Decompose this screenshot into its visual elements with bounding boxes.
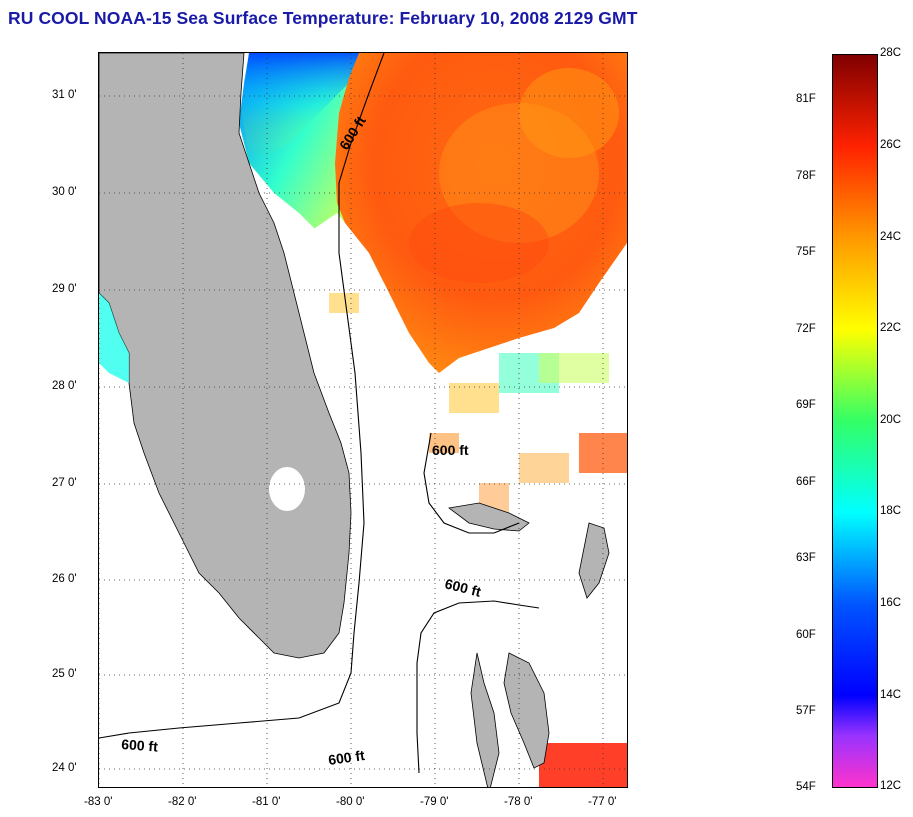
colorbar-celsius-label: 26C bbox=[880, 139, 902, 151]
gulf-of-mexico-water bbox=[99, 293, 129, 383]
bahamas-land bbox=[503, 652, 550, 769]
bahamas-land bbox=[578, 522, 610, 599]
longitude-label: -78 0' bbox=[504, 796, 533, 808]
colorbar-celsius-label: 20C bbox=[880, 414, 902, 426]
lake-okeechobee bbox=[269, 467, 305, 511]
map-title: RU COOL NOAA-15 Sea Surface Temperature:… bbox=[8, 8, 638, 28]
contour-label: 600 ft bbox=[121, 736, 159, 755]
longitude-label: -82 0' bbox=[168, 796, 197, 808]
sst-map: 600 ft 600 ft 600 ft 600 ft 600 ft bbox=[98, 52, 628, 788]
colorbar-fahrenheit-label: 69F bbox=[796, 399, 816, 411]
sst-cold-nearshore bbox=[241, 53, 359, 158]
lat-lon-grid bbox=[99, 53, 627, 787]
latitude-label: 29 0' bbox=[52, 283, 77, 295]
colorbar-fahrenheit-label: 60F bbox=[796, 629, 816, 641]
bahamas-land bbox=[448, 502, 530, 532]
latitude-label: 24 0' bbox=[52, 762, 77, 774]
latitude-label: 31 0' bbox=[52, 89, 77, 101]
longitude-label: -83 0' bbox=[84, 796, 113, 808]
colorbar-fahrenheit-label: 63F bbox=[796, 552, 816, 564]
contour-label: 600 ft bbox=[327, 747, 366, 768]
longitude-label: -79 0' bbox=[420, 796, 449, 808]
colorbar-fahrenheit-label: 75F bbox=[796, 246, 816, 258]
colorbar-celsius-label: 16C bbox=[880, 597, 902, 609]
latitude-label: 28 0' bbox=[52, 380, 77, 392]
colorbar-fahrenheit-label: 54F bbox=[796, 781, 816, 793]
colorbar-celsius-label: 24C bbox=[880, 231, 902, 243]
colorbar-fahrenheit-label: 78F bbox=[796, 170, 816, 182]
longitude-label: -77 0' bbox=[588, 796, 617, 808]
temperature-colorbar bbox=[832, 54, 878, 788]
latitude-label: 26 0' bbox=[52, 573, 77, 585]
longitude-label: -80 0' bbox=[336, 796, 365, 808]
colorbar-celsius-label: 28C bbox=[880, 47, 902, 59]
latitude-label: 27 0' bbox=[52, 477, 77, 489]
colorbar-fahrenheit-label: 66F bbox=[796, 476, 816, 488]
colorbar-fahrenheit-label: 57F bbox=[796, 705, 816, 717]
colorbar-celsius-label: 22C bbox=[880, 322, 902, 334]
sst-eddy bbox=[409, 203, 549, 283]
longitude-label: -81 0' bbox=[252, 796, 281, 808]
colorbar-celsius-label: 18C bbox=[880, 505, 902, 517]
latitude-label: 30 0' bbox=[52, 186, 77, 198]
colorbar-celsius-label: 12C bbox=[880, 780, 902, 792]
isobath-600ft bbox=[99, 53, 540, 774]
colorbar-celsius-label: 14C bbox=[880, 689, 902, 701]
bahamas-land bbox=[470, 652, 500, 787]
colorbar-fahrenheit-label: 81F bbox=[796, 93, 816, 105]
colorbar-fahrenheit-label: 72F bbox=[796, 323, 816, 335]
contour-label: 600 ft bbox=[432, 442, 469, 458]
sst-map-canvas: 600 ft 600 ft 600 ft 600 ft 600 ft bbox=[99, 53, 627, 787]
sst-eddy bbox=[519, 68, 619, 158]
latitude-label: 25 0' bbox=[52, 668, 77, 680]
